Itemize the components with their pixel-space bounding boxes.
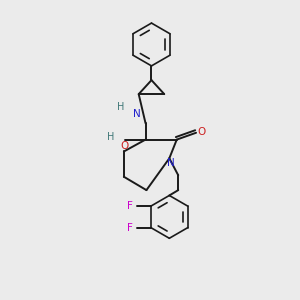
Text: O: O <box>121 141 129 151</box>
Text: H: H <box>117 102 124 112</box>
Text: N: N <box>133 109 140 119</box>
Text: O: O <box>197 127 205 136</box>
Text: F: F <box>127 201 133 211</box>
Text: H: H <box>107 132 115 142</box>
Text: N: N <box>167 158 175 168</box>
Text: F: F <box>127 223 133 232</box>
